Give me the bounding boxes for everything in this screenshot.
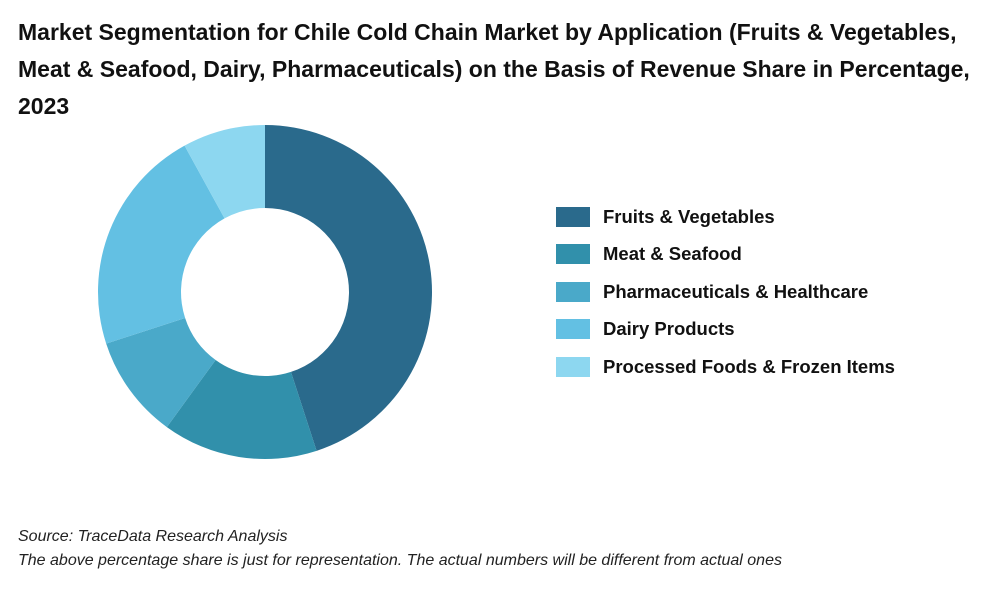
legend-label: Processed Foods & Frozen Items [603, 355, 895, 377]
legend-item: Meat & Seafood [556, 236, 895, 274]
disclaimer-note: The above percentage share is just for r… [18, 552, 782, 569]
source-note: Source: TraceData Research Analysis [18, 528, 288, 545]
donut-slice-3 [106, 317, 216, 428]
legend-label: Fruits & Vegetables [603, 205, 775, 227]
legend-swatch [556, 356, 590, 377]
legend-swatch [556, 206, 590, 227]
donut-slice-5 [184, 125, 265, 219]
legend-swatch [556, 244, 590, 265]
legend-swatch [556, 281, 590, 302]
legend-item: Fruits & Vegetables [556, 198, 895, 236]
legend-item: Processed Foods & Frozen Items [556, 348, 895, 386]
legend-item: Dairy Products [556, 311, 895, 349]
donut-slice-4 [97, 145, 225, 344]
legend-label: Pharmaceuticals & Healthcare [603, 280, 869, 302]
legend-label: Meat & Seafood [603, 243, 742, 265]
donut-slice-2 [166, 359, 317, 459]
legend-item: Pharmaceuticals & Healthcare [556, 273, 895, 311]
chart-title: Market Segmentation for Chile Cold Chain… [18, 19, 970, 119]
donut-slice-1 [265, 125, 433, 451]
legend-label: Dairy Products [603, 318, 735, 340]
chart-legend: Fruits & Vegetables Meat & Seafood Pharmac… [556, 198, 895, 386]
donut-chart [97, 125, 433, 459]
legend-swatch [556, 319, 590, 340]
